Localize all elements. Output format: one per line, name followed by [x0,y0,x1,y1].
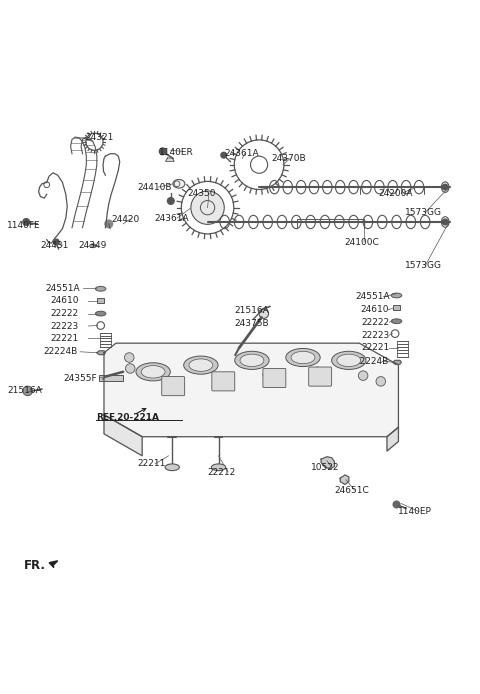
Ellipse shape [391,293,402,298]
Text: FR.: FR. [24,559,46,572]
Text: 24200A: 24200A [378,189,413,198]
Circle shape [263,370,273,380]
Ellipse shape [184,356,218,374]
Ellipse shape [391,319,402,323]
Text: 24431: 24431 [40,241,69,250]
Polygon shape [104,415,142,456]
Circle shape [214,373,223,383]
Text: 22222: 22222 [362,318,390,327]
Circle shape [259,309,269,319]
Ellipse shape [141,366,165,378]
Text: 24651C: 24651C [335,486,369,495]
Text: 22222: 22222 [50,309,79,318]
Text: 21516A: 21516A [234,306,269,315]
Ellipse shape [337,354,361,366]
Text: 21516A: 21516A [7,387,42,396]
Text: 22211: 22211 [137,459,166,468]
Circle shape [393,501,400,508]
Text: 1140ER: 1140ER [159,148,193,157]
Ellipse shape [211,464,226,471]
Circle shape [23,386,33,396]
FancyBboxPatch shape [162,377,185,396]
Text: 22224B: 22224B [355,357,389,366]
Circle shape [191,191,224,224]
Circle shape [443,219,448,225]
Ellipse shape [173,180,185,188]
Text: 24361A: 24361A [154,214,189,223]
Polygon shape [166,158,174,162]
Circle shape [159,148,166,155]
Text: 22221: 22221 [50,334,79,343]
Polygon shape [97,351,106,355]
Circle shape [168,198,174,204]
Ellipse shape [240,354,264,366]
Ellipse shape [291,351,315,364]
Circle shape [221,152,227,158]
Text: 1140EP: 1140EP [398,507,432,516]
FancyBboxPatch shape [263,369,286,387]
Text: 24551A: 24551A [45,284,80,293]
Ellipse shape [96,311,106,316]
Polygon shape [340,475,349,484]
Text: 24375B: 24375B [234,319,269,328]
Bar [393,305,400,310]
Text: 24100C: 24100C [344,237,379,246]
Text: 22221: 22221 [362,344,390,353]
Ellipse shape [165,464,180,471]
Circle shape [443,185,448,190]
Circle shape [312,367,322,377]
Text: 24349: 24349 [79,241,107,250]
Text: 24420: 24420 [111,214,139,223]
Ellipse shape [136,363,170,381]
Ellipse shape [332,351,366,369]
FancyBboxPatch shape [309,367,332,386]
Circle shape [23,219,30,226]
Text: 24410B: 24410B [137,183,172,192]
Ellipse shape [90,244,96,248]
Text: 1140FE: 1140FE [7,221,41,230]
Text: REF.20-221A: REF.20-221A [96,413,159,422]
Text: 22223: 22223 [362,330,390,339]
Polygon shape [387,428,398,451]
FancyBboxPatch shape [212,372,235,391]
Circle shape [165,378,174,387]
Text: 1573GG: 1573GG [405,262,442,271]
Text: 24361A: 24361A [225,149,259,158]
Ellipse shape [189,359,213,371]
Text: 24610: 24610 [361,305,389,314]
Text: 24355F: 24355F [63,373,97,382]
Circle shape [124,353,134,362]
Text: 24370B: 24370B [271,154,306,163]
Text: 1573GG: 1573GG [405,208,442,217]
Text: 22223: 22223 [50,321,79,330]
Bar [97,298,105,303]
Text: 24551A: 24551A [356,292,390,301]
Circle shape [125,364,135,373]
Polygon shape [393,360,401,364]
Polygon shape [49,561,58,568]
Circle shape [53,239,59,245]
Text: 24321: 24321 [85,133,113,142]
Text: 24350: 24350 [188,189,216,198]
Ellipse shape [235,351,269,369]
Circle shape [105,220,113,228]
Text: 10522: 10522 [311,463,339,472]
Circle shape [359,371,368,380]
Circle shape [376,377,385,386]
Polygon shape [321,457,335,468]
Ellipse shape [96,287,106,291]
Text: 22212: 22212 [207,468,236,477]
Text: 22224B: 22224B [43,347,77,356]
Text: 24610: 24610 [50,296,79,305]
Bar [99,375,123,382]
Ellipse shape [286,348,320,366]
Polygon shape [104,343,398,437]
